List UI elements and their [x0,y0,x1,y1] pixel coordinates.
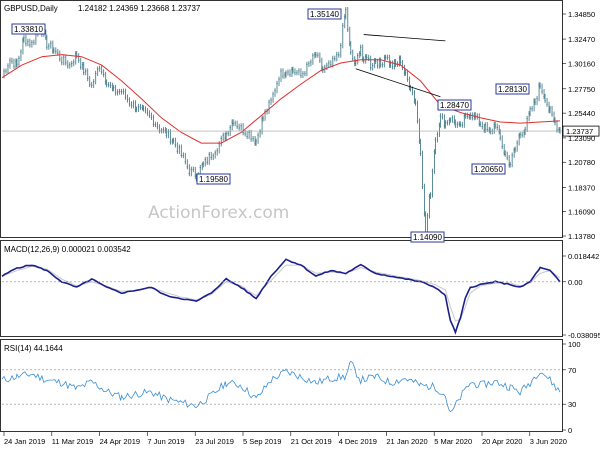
macd-layer [1,258,561,335]
rsi-tick-label: 0 [568,426,572,435]
x-tick-label: 20 Apr 2020 [482,437,522,446]
price-annotation-box [495,83,530,95]
price-panel [0,0,563,238]
price-tick-label: 1.30160 [568,59,595,68]
price-tick-label: 1.34850 [568,10,595,19]
x-tick-label: 5 Mar 2020 [434,437,472,446]
channel-lower-line [355,68,441,98]
price-tick-label: 1.13780 [568,232,595,241]
price-header-symbol: GBPUSD,Daily [4,4,58,13]
price-header-ohlc: 1.24182 1.24369 1.23668 1.23737 [78,4,201,13]
x-tick-label: 21 Oct 2019 [291,437,332,446]
price-tick-label: 1.18370 [568,184,595,193]
price-tick-label: 1.27750 [568,85,595,94]
price-annotation-label: 1.28130 [498,85,527,94]
price-annotation-box [307,8,342,20]
channel-upper-line [363,34,446,42]
price-annotation-box [410,231,445,243]
price-tick-label: 1.32470 [568,35,595,44]
macd-signal-line [1,264,561,322]
rsi-tick-label: 30 [568,400,576,409]
price-tick-label: 1.20780 [568,158,595,167]
current-price-label: 1.23737 [566,127,593,136]
price-annotation-box [471,163,506,175]
price-annotation-label: 1.20650 [474,165,503,174]
price-annotation-box [11,23,46,35]
price-moving-average [1,54,561,144]
price-annotation-label: 1.28470 [440,101,469,110]
rsi-layer [1,360,561,412]
rsi-tick-label: 100 [568,340,581,349]
macd-main-line [1,258,561,335]
x-tick-label: 7 Jun 2019 [147,437,184,446]
price-tick-label: 1.23090 [568,134,595,143]
x-tick-label: 4 Dec 2019 [339,437,377,446]
rsi-header: RSI(14) 44.1644 [4,344,63,353]
label-layer: 1.33810 1.35140 1.19580 1.28470 1.14090 1.281… [11,8,530,243]
watermark-text: ActionForex.com [148,203,289,223]
price-annotation-label: 1.14090 [413,233,442,242]
x-tick-label: 24 Apr 2019 [100,437,140,446]
price-tick-label: 1.25440 [568,109,595,118]
price-annotation-label: 1.35140 [310,10,339,19]
price-annotation-box [437,99,472,111]
price-annotation-label: 1.33810 [14,25,43,34]
current-price-box [562,125,600,137]
axis-layer: 1.34850 1.32470 1.30160 1.27750 1.25440 1.230… [2,10,600,446]
x-tick-label: 21 Jan 2020 [386,437,427,446]
x-tick-label: 24 Jan 2019 [4,437,45,446]
macd-tick-label: -0.038095 [568,331,600,340]
x-tick-label: 23 Jul 2019 [195,437,234,446]
price-annotation-box [196,173,231,185]
rsi-tick-label: 70 [568,366,576,375]
price-tick-label: 1.16090 [568,208,595,217]
macd-tick-label: 0.00 [568,278,583,287]
price-annotation-label: 1.19580 [199,175,228,184]
macd-panel [0,240,563,337]
macd-header: MACD(12,26,9) 0.000021 0.003542 [4,245,131,254]
x-tick-label: 11 Mar 2019 [52,437,94,446]
macd-tick-label: 0.018442 [568,252,599,261]
x-tick-label: 3 Jun 2020 [530,437,567,446]
rsi-line [1,360,561,412]
x-tick-label: 5 Sep 2019 [243,437,281,446]
